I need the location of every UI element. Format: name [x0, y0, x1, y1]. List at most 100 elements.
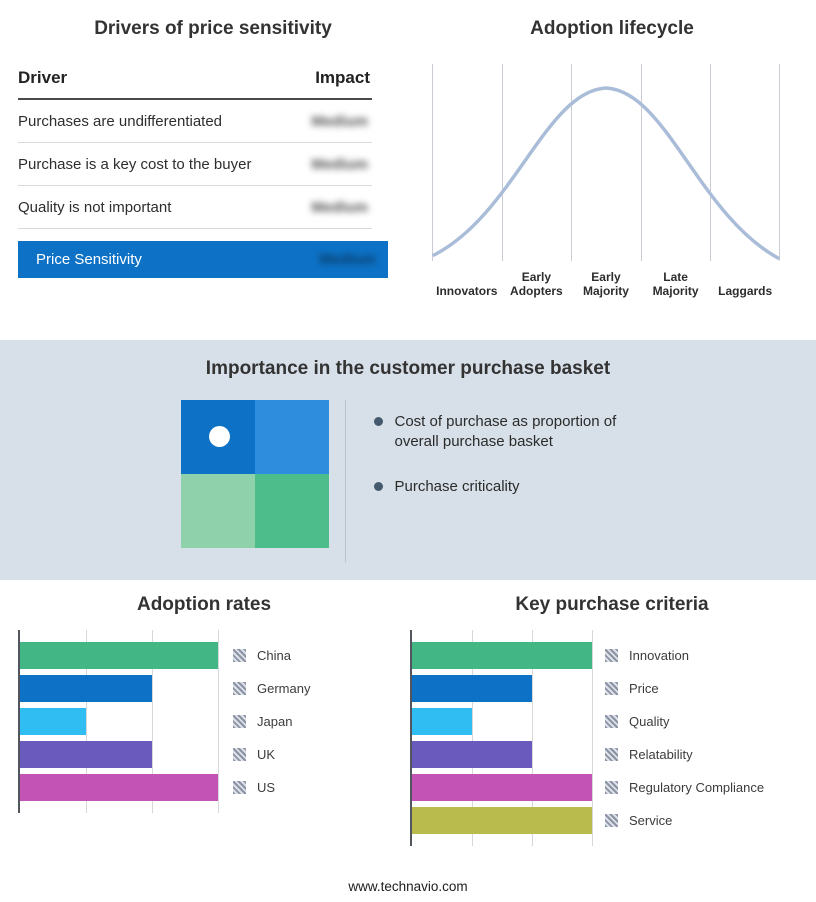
legend-item: China — [233, 642, 310, 669]
gridline — [532, 630, 533, 846]
legend-swatch-icon — [605, 814, 618, 827]
bar-quality — [412, 708, 472, 735]
legend-label: Innovation — [629, 648, 689, 663]
bar-us — [20, 774, 218, 801]
legend-item: Service — [605, 807, 764, 834]
bullet-icon — [373, 417, 383, 426]
key-purchase-criteria-title: Key purchase criteria — [515, 594, 709, 615]
quadrant-bottom-left — [180, 474, 255, 548]
adoption-rates-title: Adoption rates — [136, 594, 272, 615]
gridline — [472, 630, 473, 846]
gridline — [152, 630, 153, 813]
position-dot-icon — [208, 426, 230, 447]
gridline — [86, 630, 87, 813]
bar-price — [412, 675, 532, 702]
basket-bullet: Purchase criticality — [373, 477, 636, 497]
gridline — [640, 64, 642, 261]
driver-label: Quality is not important — [18, 198, 172, 216]
bullet-text: Cost of purchase as proportion of overal… — [394, 413, 617, 450]
bar-uk — [20, 741, 152, 768]
key-purchase-criteria-bars — [412, 630, 592, 846]
legend-label: Regulatory Compliance — [629, 780, 765, 795]
drivers-table-header: Driver Impact — [18, 62, 372, 100]
drivers-rows: Purchases are undifferentiated Medium Purc… — [18, 100, 372, 229]
driver-impact-value: Medium — [311, 112, 368, 130]
legend-swatch-icon — [233, 682, 246, 695]
legend-swatch-icon — [605, 649, 618, 662]
driver-impact-value: Medium — [311, 198, 368, 216]
legend-swatch-icon — [605, 781, 618, 794]
bar-germany — [20, 675, 152, 702]
legend-item: UK — [233, 741, 310, 768]
footer-url: www.technavio.com — [348, 879, 468, 894]
basket-content: Cost of purchase as proportion of overal… — [0, 400, 816, 562]
bar-innovation — [412, 642, 592, 669]
bar-japan — [20, 708, 86, 735]
bar-china — [20, 642, 218, 669]
driver-row: Purchase is a key cost to the buyer Mediu… — [18, 143, 372, 186]
basket-bullets: Cost of purchase as proportion of overal… — [373, 400, 636, 523]
legend-label: Price — [629, 681, 659, 696]
legend-label: China — [257, 648, 291, 663]
legend-swatch-icon — [605, 715, 618, 728]
gridline — [710, 64, 712, 261]
gridline — [571, 64, 573, 261]
key-purchase-criteria-legend: Innovation Price Quality Relatability Regula… — [605, 630, 764, 846]
driver-label: Purchases are undifferentiated — [18, 112, 223, 130]
bullet-text: Purchase criticality — [394, 478, 520, 495]
adoption-rates-plot-row: China Germany Japan UK US — [0, 630, 408, 813]
top-row: Drivers of price sensitivity Driver Impa… — [0, 0, 816, 340]
bottom-row: Adoption rates China Germany Japan UK US Key… — [0, 580, 816, 846]
lifecycle-curve-path — [432, 86, 780, 260]
legend-swatch-icon — [233, 649, 246, 662]
adoption-rates-bars — [20, 630, 218, 813]
lifecycle-stage-labels: Innovators Early Adopters Early Majority La… — [432, 265, 780, 299]
purchase-basket-section: Importance in the customer purchase bask… — [0, 340, 816, 580]
drivers-title: Drivers of price sensitivity — [94, 18, 332, 39]
legend-label: Quality — [629, 714, 670, 729]
basket-bullet: Cost of purchase as proportion of overal… — [373, 412, 636, 451]
gridline — [592, 630, 593, 846]
lifecycle-panel: Adoption lifecycle Innovators Early Adopt… — [408, 0, 816, 340]
gridline — [432, 64, 433, 261]
lifecycle-stage-label: Late Majority — [652, 270, 699, 299]
legend-label: Relatability — [629, 747, 693, 762]
quadrant-grid — [180, 400, 329, 548]
key-purchase-criteria-chart: Key purchase criteria Innovation Price Qua… — [408, 594, 816, 846]
driver-impact-value: Medium — [311, 155, 368, 173]
bar-relatability — [412, 741, 532, 768]
drivers-panel: Drivers of price sensitivity Driver Impa… — [0, 0, 408, 340]
quadrant-top-right — [254, 400, 329, 474]
legend-item: Quality — [605, 708, 764, 735]
gridline — [779, 64, 780, 261]
legend-swatch-icon — [233, 781, 246, 794]
price-sensitivity-row: Price Sensitivity Medium — [18, 241, 388, 278]
adoption-rates-legend: China Germany Japan UK US — [233, 630, 310, 813]
lifecycle-curve — [432, 86, 780, 260]
driver-label: Purchase is a key cost to the buyer — [18, 155, 252, 173]
lifecycle-stage-label: Early Adopters — [510, 270, 563, 299]
price-sensitivity-label: Price Sensitivity — [36, 251, 142, 268]
quadrant-graphic — [180, 400, 346, 562]
driver-row: Purchases are undifferentiated Medium — [18, 100, 372, 143]
adoption-rates-chart: Adoption rates China Germany Japan UK US — [0, 594, 408, 846]
lifecycle-title: Adoption lifecycle — [530, 18, 694, 39]
legend-label: Japan — [257, 714, 293, 729]
gridline — [218, 630, 219, 813]
lifecycle-stage-label: Laggards — [718, 284, 773, 299]
legend-item: Japan — [233, 708, 310, 735]
lifecycle-chart — [432, 64, 780, 261]
bar-regulatory-compliance — [412, 774, 592, 801]
column-header-impact: Impact — [315, 68, 370, 87]
lifecycle-stage-label: Innovators — [436, 284, 498, 299]
adoption-rates-plot — [18, 630, 219, 813]
lifecycle-stage-label: Early Majority — [582, 270, 629, 299]
driver-row: Quality is not important Medium — [18, 186, 372, 229]
legend-swatch-icon — [605, 682, 618, 695]
key-purchase-criteria-plot-row: Innovation Price Quality Relatability Regula… — [408, 630, 816, 846]
quadrant-bottom-right — [254, 474, 329, 548]
legend-label: UK — [257, 747, 276, 762]
drivers-table: Driver Impact Purchases are undifferenti… — [18, 62, 388, 278]
legend-label: Service — [629, 813, 673, 828]
